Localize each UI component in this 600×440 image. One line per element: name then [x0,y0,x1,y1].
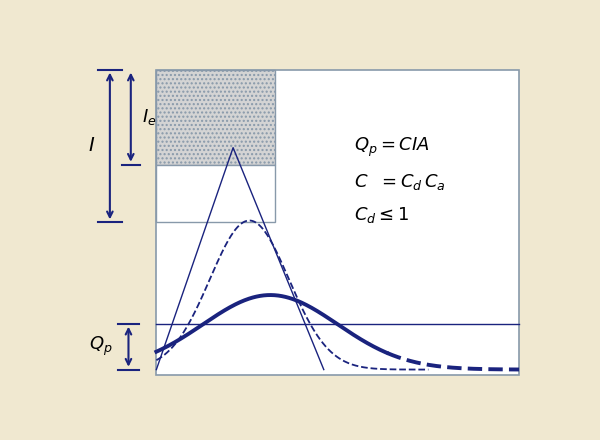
Text: $I$: $I$ [88,136,95,155]
Bar [157,70,519,375]
Bar [157,70,275,165]
Text: $Q_p$: $Q_p$ [89,335,112,358]
Text: $C_d \leq 1$: $C_d \leq 1$ [354,205,409,225]
Text: $C\ \ = C_d\,C_a$: $C\ \ = C_d\,C_a$ [354,172,446,191]
Bar [157,165,275,222]
Text: $Q_p = CIA$: $Q_p = CIA$ [354,136,430,159]
Text: $I_e$: $I_e$ [142,107,157,127]
